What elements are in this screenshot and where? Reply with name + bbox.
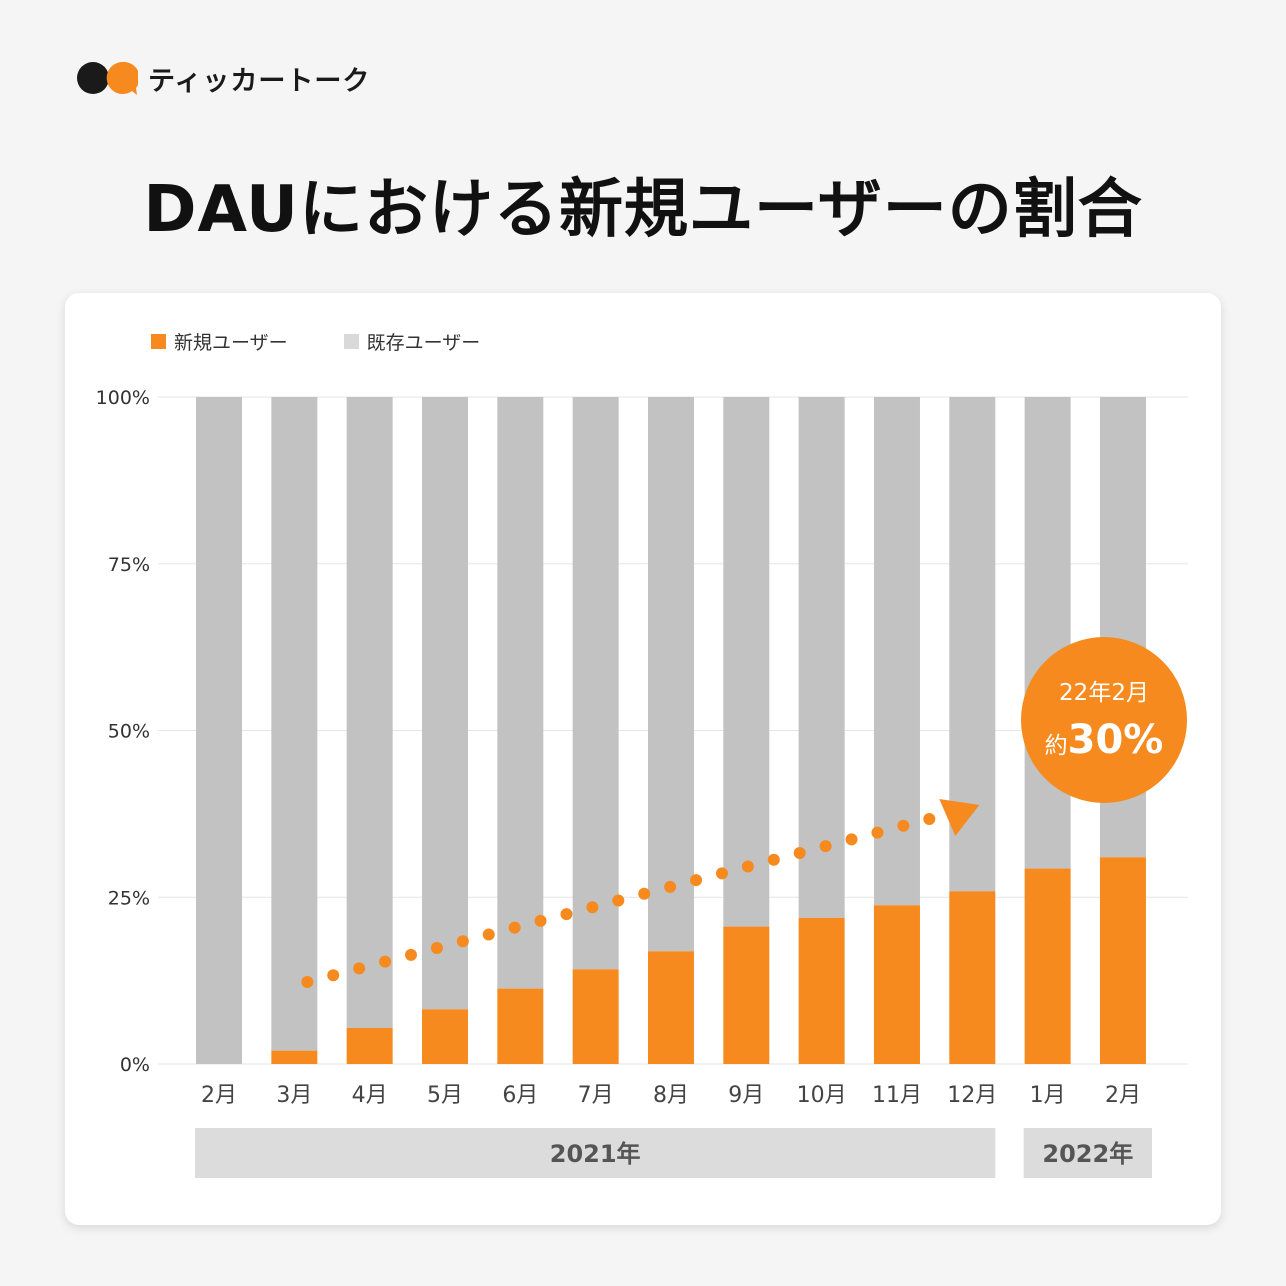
x-tick-label: 5月 bbox=[427, 1083, 463, 1108]
x-tick-label: 2月 bbox=[1105, 1083, 1141, 1108]
x-tick-label: 10月 bbox=[797, 1083, 847, 1108]
trend-arrow-dot bbox=[560, 908, 573, 921]
trend-arrow-dot bbox=[923, 813, 936, 825]
x-tick-label: 11月 bbox=[872, 1083, 922, 1108]
bar-new-users bbox=[723, 926, 770, 1064]
trend-arrow-dot bbox=[664, 880, 677, 893]
bar-new-users bbox=[1099, 857, 1146, 1064]
y-tick-label: 0% bbox=[120, 1054, 150, 1076]
bar-existing-users bbox=[723, 397, 770, 927]
bar-new-users bbox=[572, 969, 619, 1064]
year-band-label: 2021年 bbox=[550, 1140, 641, 1168]
trend-arrow-dot bbox=[456, 935, 469, 948]
bar-existing-users bbox=[271, 397, 318, 1051]
legend-swatch-new bbox=[151, 334, 166, 349]
year-band bbox=[1023, 1128, 1152, 1178]
bar-existing-users bbox=[196, 397, 242, 1064]
y-tick-label: 50% bbox=[108, 721, 150, 743]
legend-label-existing: 既存ユーザー bbox=[366, 332, 481, 354]
trend-arrow-dot bbox=[612, 894, 625, 907]
bar-existing-users bbox=[497, 397, 544, 989]
trend-arrow-dot bbox=[301, 976, 314, 988]
trend-arrow-dot bbox=[404, 948, 417, 961]
chart-legend: 新規ユーザー 既存ユーザー bbox=[151, 328, 536, 355]
bar-new-users bbox=[647, 951, 694, 1064]
x-tick-label: 4月 bbox=[352, 1083, 388, 1108]
year-band bbox=[195, 1128, 996, 1178]
badge-prefix: 約 bbox=[1044, 733, 1068, 759]
bar-new-users bbox=[1024, 868, 1071, 1064]
x-tick-label: 8月 bbox=[653, 1083, 689, 1108]
badge-value: 約30% bbox=[1021, 717, 1187, 763]
brand-name: ティッカートーク bbox=[148, 65, 371, 97]
bar-existing-users bbox=[346, 397, 393, 1028]
bar-new-users bbox=[497, 988, 544, 1064]
page-title: DAUにおける新規ユーザーの割合 bbox=[143, 173, 1143, 247]
trend-arrow-dot bbox=[327, 969, 340, 982]
bar-existing-users bbox=[798, 397, 845, 918]
x-tick-label: 9月 bbox=[728, 1083, 764, 1108]
legend-item-existing-users: 既存ユーザー bbox=[343, 328, 481, 355]
bar-new-users bbox=[949, 891, 996, 1064]
x-tick-label: 2月 bbox=[201, 1083, 237, 1108]
year-band-label: 2022年 bbox=[1042, 1140, 1133, 1168]
legend-item-new-users: 新規ユーザー bbox=[151, 328, 288, 355]
x-tick-label: 7月 bbox=[578, 1083, 614, 1108]
badge-number: 30% bbox=[1067, 717, 1164, 763]
trend-arrow-dot bbox=[430, 942, 443, 955]
y-tick-label: 100% bbox=[96, 387, 150, 409]
x-tick-label: 3月 bbox=[276, 1083, 312, 1108]
trend-arrow-dot bbox=[767, 853, 780, 866]
trend-arrow-dot bbox=[897, 819, 910, 832]
trend-arrow-dot bbox=[690, 874, 703, 887]
x-tick-label: 6月 bbox=[502, 1083, 538, 1108]
trend-arrow-dot bbox=[871, 826, 884, 839]
legend-label-new: 新規ユーザー bbox=[174, 332, 288, 354]
trend-arrow-dot bbox=[586, 901, 599, 914]
trend-arrow-dot bbox=[638, 887, 651, 900]
legend-swatch-existing bbox=[343, 334, 359, 349]
trend-arrow-dot bbox=[482, 928, 495, 941]
trend-arrow-head-icon bbox=[939, 799, 980, 836]
trend-arrow-dot bbox=[508, 921, 521, 934]
trend-arrow-dot bbox=[534, 914, 547, 927]
y-tick-label: 75% bbox=[108, 554, 150, 576]
bar-new-users bbox=[798, 917, 845, 1064]
highlight-badge: 22年2月 約30% bbox=[1021, 637, 1187, 803]
badge-date: 22年2月 bbox=[1059, 680, 1149, 706]
bar-existing-users bbox=[572, 397, 619, 970]
trend-arrow-dot bbox=[379, 955, 392, 968]
speech-bubbles-logo-icon bbox=[76, 58, 140, 98]
bar-new-users bbox=[271, 1050, 318, 1064]
y-tick-label: 25% bbox=[108, 887, 150, 909]
trend-arrow-dot bbox=[793, 846, 806, 859]
x-tick-label: 12月 bbox=[947, 1083, 997, 1108]
bar-new-users bbox=[873, 905, 920, 1064]
trend-arrow-dot bbox=[741, 860, 754, 873]
bar-existing-users bbox=[1024, 397, 1071, 869]
trend-arrow-dot bbox=[715, 867, 728, 880]
trend-arrow-dot bbox=[819, 840, 832, 853]
bar-existing-users bbox=[421, 397, 468, 1010]
x-tick-label: 1月 bbox=[1030, 1083, 1066, 1108]
bar-new-users bbox=[421, 1009, 468, 1064]
bar-existing-users bbox=[873, 397, 920, 906]
trend-arrow-dot bbox=[353, 962, 366, 975]
bar-existing-users bbox=[647, 397, 694, 952]
trend-arrow-dot bbox=[845, 833, 858, 846]
brand-header: ティッカートーク bbox=[76, 58, 370, 98]
bar-new-users bbox=[346, 1027, 393, 1064]
